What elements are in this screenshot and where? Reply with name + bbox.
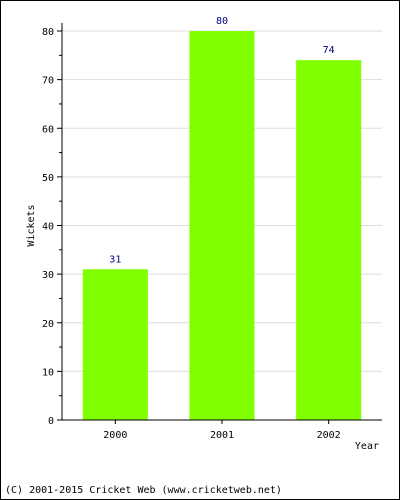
y-tick-labels: 0 10 20 30 40 50 60 70 80 — [42, 27, 54, 427]
y-tick-label: 80 — [42, 27, 54, 38]
copyright-footer: (C) 2001-2015 Cricket Web (www.cricketwe… — [5, 485, 282, 496]
value-labels: 31 80 74 — [109, 16, 334, 265]
y-tick-label: 30 — [42, 270, 54, 281]
bar-2000 — [82, 269, 148, 420]
data-label-2002: 74 — [323, 45, 335, 56]
data-label-2001: 80 — [216, 16, 228, 27]
y-tick-label: 0 — [48, 416, 54, 427]
x-tick-label-2000: 2000 — [103, 430, 127, 441]
y-tick-label: 10 — [42, 367, 54, 378]
data-label-2000: 31 — [109, 254, 121, 265]
bar-layer — [82, 31, 362, 421]
x-tick-labels: 2000 2001 2002 — [103, 430, 340, 441]
bar-2001 — [189, 31, 255, 420]
y-tick-label: 70 — [42, 76, 54, 87]
y-axis-label: Wickets — [26, 204, 37, 246]
y-tick-label: 50 — [42, 173, 54, 184]
y-tick-label: 60 — [42, 124, 54, 135]
x-axis-label: Year — [355, 441, 379, 452]
x-tick-label-2002: 2002 — [317, 430, 341, 441]
x-tick-label-2001: 2001 — [210, 430, 234, 441]
y-tick-label: 40 — [42, 222, 54, 233]
y-tick-label: 20 — [42, 319, 54, 330]
bar-2002 — [296, 60, 362, 421]
axis-layer — [57, 23, 382, 424]
